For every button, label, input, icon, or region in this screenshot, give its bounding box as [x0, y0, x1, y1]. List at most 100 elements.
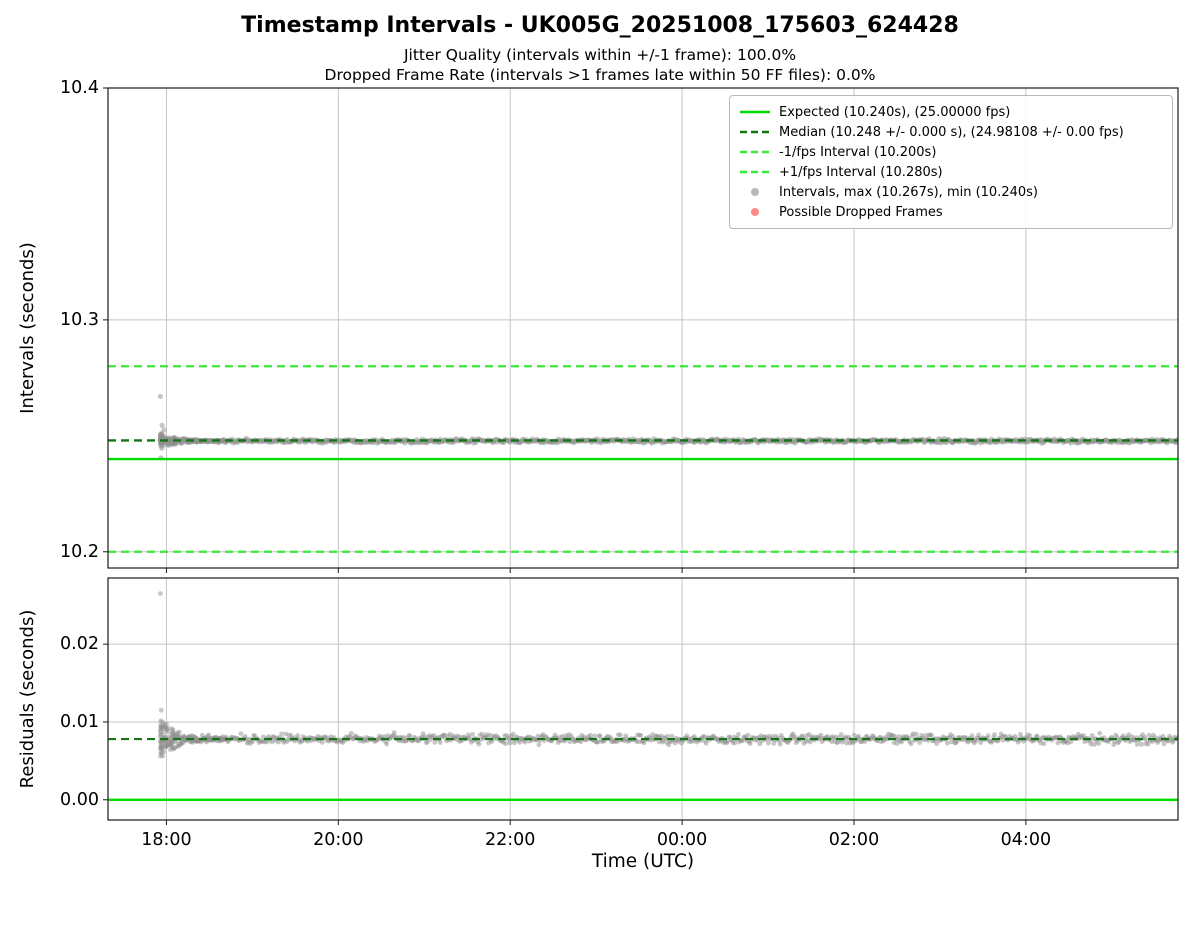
interval-point [168, 747, 173, 752]
interval-point [507, 740, 513, 746]
y-tick-label: 10.3 [60, 309, 99, 330]
interval-point [807, 739, 813, 745]
interval-point [1089, 733, 1095, 738]
interval-point [992, 732, 997, 737]
y-tick-label: 0.02 [60, 634, 99, 655]
interval-point [510, 731, 516, 737]
y-tick-label: 0.01 [60, 711, 99, 732]
interval-point [503, 741, 509, 747]
interval-point [862, 739, 868, 744]
interval-point [732, 740, 738, 746]
axes-spine [107, 577, 1179, 821]
interval-point [1027, 733, 1033, 739]
interval-point [851, 732, 857, 738]
interval-point [165, 742, 171, 748]
y-axis-label-residuals: Residuals (seconds) [17, 609, 38, 789]
x-tick-label: 04:00 [1000, 830, 1052, 850]
y-tick-label: 10.4 [60, 78, 99, 98]
interval-point [158, 753, 163, 759]
interval-point [279, 731, 284, 737]
legend-line-sample-icon [740, 150, 770, 154]
y-tick-label: 10.2 [60, 541, 99, 562]
interval-point [250, 739, 256, 745]
interval-point [161, 729, 167, 735]
interval-point [219, 736, 225, 741]
plot-canvas [103, 87, 1179, 825]
interval-point [1139, 742, 1144, 747]
interval-point [588, 732, 593, 738]
interval-point [669, 733, 675, 739]
legend-line-sample-icon [740, 170, 770, 174]
interval-point [894, 741, 900, 746]
interval-point [157, 393, 163, 399]
interval-point [160, 725, 166, 731]
interval-point [929, 732, 934, 738]
interval-point [238, 731, 244, 736]
interval-point [158, 430, 164, 437]
chart-subtitle-dropped-frame-rate: Dropped Frame Rate (intervals >1 frames … [324, 66, 876, 84]
interval-point [641, 740, 647, 746]
interval-point [174, 733, 180, 739]
interval-point [838, 732, 844, 737]
interval-point [665, 733, 670, 739]
interval-point [193, 738, 199, 744]
legend-entry-label: Expected (10.240s), (25.00000 fps) [779, 104, 1011, 120]
interval-point [181, 436, 188, 442]
interval-point [437, 740, 443, 745]
interval-point [160, 719, 166, 725]
interval-point [945, 740, 950, 746]
legend-entry-label: Median (10.248 +/- 0.000 s), (24.98108 +… [779, 124, 1124, 140]
residuals-plot-area [108, 591, 1178, 801]
x-tick-label: 22:00 [484, 830, 536, 850]
interval-point [159, 422, 165, 428]
legend-entry: Median (10.248 +/- 0.000 s), (24.98108 +… [739, 122, 1163, 142]
legend-entry: Expected (10.240s), (25.00000 fps) [739, 102, 1163, 122]
legend-entry: -1/fps Interval (10.200s) [739, 142, 1163, 162]
interval-point [899, 739, 904, 745]
interval-point [170, 732, 176, 738]
interval-point [158, 746, 163, 751]
interval-point [384, 741, 390, 747]
interval-point [470, 731, 475, 737]
legend-entry-label: -1/fps Interval (10.200s) [779, 144, 937, 160]
interval-point [432, 739, 438, 745]
interval-point [407, 734, 413, 739]
legend-entry-label: +1/fps Interval (10.280s) [779, 164, 943, 180]
interval-point [536, 742, 542, 748]
interval-point [934, 741, 940, 746]
legend-entry: Intervals, max (10.267s), min (10.240s) [739, 182, 1163, 202]
interval-point [348, 730, 354, 736]
interval-point [158, 707, 164, 713]
interval-point [165, 725, 171, 731]
interval-point [969, 733, 975, 739]
interval-point [391, 730, 397, 735]
interval-point [914, 731, 919, 737]
interval-point [777, 741, 783, 747]
interval-point [158, 591, 163, 596]
timestamp-intervals-plot-area [108, 365, 1178, 553]
interval-point [169, 726, 175, 732]
interval-point [1161, 741, 1167, 747]
interval-point [1134, 742, 1140, 747]
x-tick-label: 18:00 [141, 830, 192, 850]
interval-point [736, 731, 741, 737]
interval-point [167, 738, 173, 744]
interval-point [522, 739, 528, 745]
interval-point [747, 741, 753, 746]
interval-point [766, 740, 771, 746]
x-tick-label: 00:00 [656, 830, 708, 850]
interval-point [189, 733, 195, 739]
interval-point [178, 440, 184, 446]
x-tick-label: 20:00 [313, 830, 364, 850]
interval-point [745, 732, 751, 738]
interval-point [476, 741, 482, 747]
interval-point [295, 733, 301, 738]
legend-entry: +1/fps Interval (10.280s) [739, 162, 1163, 182]
legend-line-sample-icon [740, 110, 770, 114]
legend-line-sample-icon [740, 130, 770, 134]
interval-point [1097, 730, 1103, 736]
interval-point [177, 729, 182, 735]
chart-title: Timestamp Intervals - UK005G_20251008_17… [241, 13, 959, 38]
interval-point [917, 740, 922, 745]
x-axis-label: Time (UTC) [591, 851, 695, 872]
